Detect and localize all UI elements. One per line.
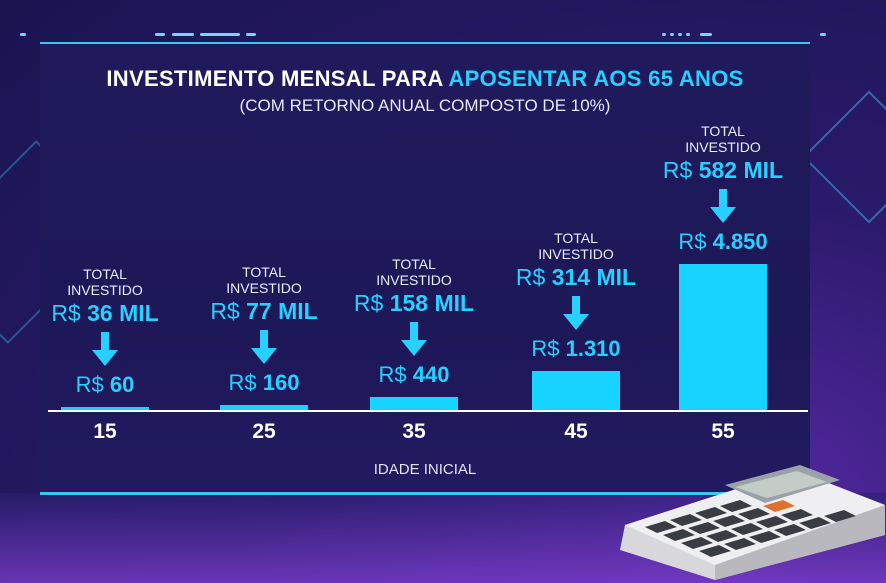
total-invested-value: R$ 158 MIL <box>353 289 475 316</box>
bar-age-15 <box>61 407 149 410</box>
arrow-down-icon <box>251 330 277 365</box>
bar-age-25 <box>220 405 308 410</box>
x-tick-label: 45 <box>564 420 588 443</box>
chart-title: INVESTIMENTO MENSAL PARA APOSENTAR AOS 6… <box>106 66 744 91</box>
bar-age-45 <box>532 370 620 410</box>
x-tick-label: 55 <box>711 420 735 443</box>
total-invested-label: TOTAL INVESTIDO <box>685 123 761 155</box>
total-invested-value: R$ 77 MIL <box>210 298 318 325</box>
calculator-image <box>620 465 885 580</box>
total-invested-value: R$ 314 MIL <box>515 263 637 290</box>
top-decorative-dashes <box>0 30 886 40</box>
total-invested-label: TOTAL INVESTIDO <box>376 255 452 288</box>
monthly-value-label: R$ 4.850 <box>678 229 768 254</box>
bar-age-35 <box>370 396 458 410</box>
background-diamond-right <box>802 90 886 224</box>
chart-panel: INVESTIMENTO MENSAL PARA APOSENTAR AOS 6… <box>40 42 810 496</box>
total-invested-label: TOTAL INVESTIDO <box>226 264 302 297</box>
x-axis-label: IDADE INICIAL <box>373 461 477 478</box>
total-invested-value: R$ 36 MIL <box>51 300 159 326</box>
arrow-down-icon <box>710 189 736 223</box>
panel-bottom-border <box>40 492 810 495</box>
x-tick-label: 25 <box>252 420 276 443</box>
bar-age-55 <box>679 264 767 410</box>
total-invested-label: TOTAL INVESTIDO <box>538 229 614 262</box>
x-tick-label: 35 <box>402 420 426 443</box>
monthly-value-label: R$ 1.310 <box>531 335 621 361</box>
monthly-value-label: R$ 60 <box>75 372 135 397</box>
monthly-value-label: R$ 440 <box>378 361 450 387</box>
x-axis-baseline <box>48 410 808 412</box>
x-tick-label: 15 <box>93 420 117 443</box>
arrow-down-icon <box>563 295 589 330</box>
total-invested-value: R$ 582 MIL <box>662 157 784 183</box>
chart-subtitle: (COM RETORNO ANUAL COMPOSTO DE 10%) <box>239 96 611 115</box>
arrow-down-icon <box>401 321 427 356</box>
total-invested-label: TOTAL INVESTIDO <box>67 266 143 298</box>
monthly-value-label: R$ 160 <box>228 370 300 396</box>
arrow-down-icon <box>92 332 118 366</box>
